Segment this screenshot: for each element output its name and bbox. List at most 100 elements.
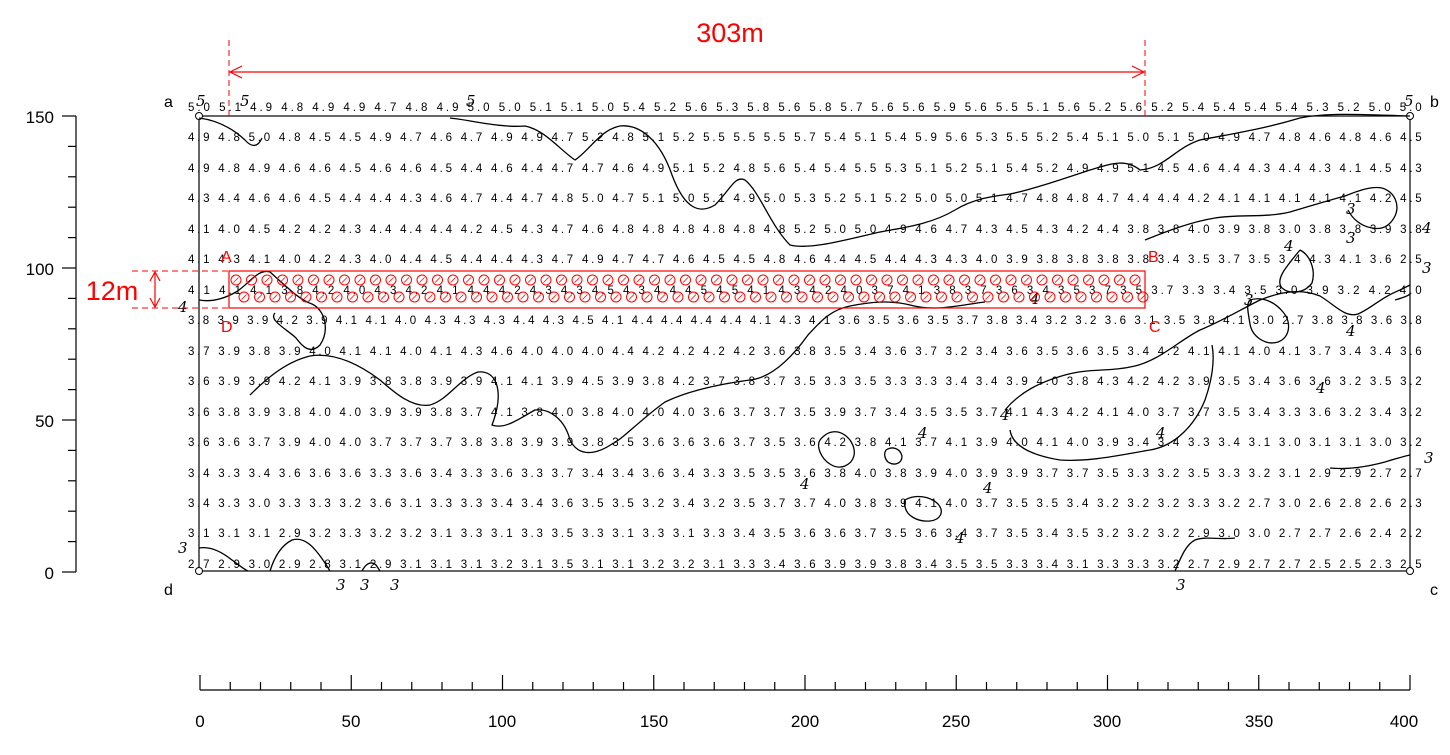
dimension-label-12m: 12m [86, 276, 139, 306]
planting-marker-mark [551, 294, 557, 300]
planting-marker-mark [512, 277, 518, 283]
contour-3-line [1247, 298, 1290, 344]
planting-marker [378, 291, 389, 303]
contour-label: 4 [999, 406, 1010, 424]
planting-marker-mark [543, 277, 549, 283]
planting-marker [990, 274, 1001, 286]
planting-marker-mark [853, 277, 859, 283]
planting-marker-mark [915, 277, 921, 283]
planting-marker [788, 274, 800, 286]
grid-row: 4.1 4.0 4.5 4.2 4.2 4.3 4.4 4.4 4.4 4.2 … [188, 224, 1422, 236]
planting-marker-mark [620, 277, 627, 283]
grid-row: 5.0 5.1 4.9 4.8 4.9 4.9 4.7 4.8 4.9 5.0 … [188, 102, 1422, 114]
planting-marker-mark [954, 294, 960, 300]
planting-marker-mark [349, 294, 356, 300]
planting-marker [494, 274, 505, 286]
planting-marker [664, 274, 676, 286]
corner-label-b: b [1430, 94, 1439, 111]
planting-marker-mark [682, 277, 689, 283]
y-tick-label: 50 [35, 412, 54, 431]
planting-marker [618, 274, 629, 286]
planting-marker-mark [574, 277, 580, 283]
planting-marker [579, 291, 591, 303]
grid-row: 3.4 3.3 3.0 3.3 3.3 3.2 3.6 3.1 3.3 3.3 … [188, 498, 1422, 510]
planting-marker [967, 291, 978, 303]
contour-4-line [1009, 344, 1214, 461]
planting-marker-mark [713, 277, 720, 283]
red-overlay: 303m 12m A B C D [86, 18, 1161, 336]
planting-marker-mark [233, 277, 239, 283]
planting-marker [781, 291, 792, 303]
contour-labels: 5 5 5 5 4 3 4 3 3 3 3 3 3 4 4 4 4 4 4 4 … [177, 92, 1434, 594]
planting-marker [959, 274, 970, 286]
planting-marker [1067, 274, 1079, 286]
x-axis [199, 675, 1411, 691]
contour-label: 3 [178, 539, 188, 557]
planting-marker [471, 291, 482, 303]
contour-label: 4 [917, 424, 928, 442]
planting-marker-mark [737, 294, 743, 300]
planting-marker-mark [1008, 277, 1014, 283]
planting-marker-mark [721, 294, 728, 300]
grid-row: 4.1 4.3 4.1 4.0 4.2 4.3 4.0 4.4 4.5 4.4 … [188, 254, 1422, 266]
arrowhead [149, 297, 161, 309]
planting-marker [920, 291, 932, 303]
planting-marker [447, 274, 459, 286]
planting-marker-mark [566, 294, 573, 300]
x-tick-label: 50 [342, 712, 361, 731]
planting-marker [641, 291, 653, 303]
planting-marker-mark [992, 277, 999, 283]
planting-marker-mark [1000, 294, 1007, 300]
planting-marker [238, 291, 250, 303]
planting-marker-mark [520, 294, 526, 300]
planting-marker [835, 274, 846, 286]
contour-4-line [817, 431, 855, 468]
area-point-b: B [1148, 249, 1159, 266]
contour-label: 4 [1029, 290, 1040, 308]
contour-label: 4 [982, 479, 993, 497]
contour-label: 3 [1424, 449, 1434, 467]
planting-marker-mark [861, 294, 867, 300]
planting-marker-mark [380, 294, 387, 300]
planting-marker [595, 291, 606, 303]
planting-marker [734, 291, 746, 303]
planting-marker-mark [458, 294, 464, 300]
planting-marker [1098, 274, 1110, 286]
y-tick-label: 100 [26, 260, 54, 279]
dimension-label-303m: 303m [696, 18, 764, 48]
contour-3-line [1329, 454, 1411, 470]
planting-marker-mark [419, 277, 425, 283]
planting-marker [850, 274, 862, 286]
planting-marker [703, 291, 715, 303]
planting-marker [401, 274, 412, 286]
planting-marker-mark [434, 277, 441, 283]
planting-marker [936, 291, 947, 303]
contour-4-line [903, 495, 942, 522]
planting-marker-mark [326, 277, 332, 283]
planting-marker [254, 291, 265, 303]
planting-marker-mark [535, 294, 542, 300]
planting-marker [486, 291, 498, 303]
contour-label: 4 [1155, 424, 1166, 442]
planting-marker [571, 274, 583, 286]
contour-4-line [1279, 249, 1314, 293]
planting-marker [261, 274, 273, 286]
planting-marker [757, 274, 769, 286]
contour-4-line [1144, 186, 1398, 241]
planting-marker-mark [310, 277, 317, 283]
planting-marker [649, 274, 660, 286]
planting-marker-mark [504, 294, 511, 300]
planting-marker-mark [806, 277, 813, 283]
planting-marker [323, 274, 335, 286]
planting-marker [1122, 291, 1133, 303]
planting-marker [1005, 274, 1017, 286]
planting-marker-mark [241, 294, 247, 300]
planting-marker [385, 274, 397, 286]
contour-4-line [198, 270, 326, 350]
planting-marker [308, 274, 319, 286]
value-grid: 5.0 5.1 4.9 4.8 4.9 4.9 4.7 4.8 4.9 5.0 … [188, 102, 1422, 571]
area-point-d: D [221, 319, 233, 336]
contour-label: 3 [336, 576, 346, 594]
planting-marker [812, 291, 823, 303]
planting-marker-mark [1070, 277, 1076, 283]
